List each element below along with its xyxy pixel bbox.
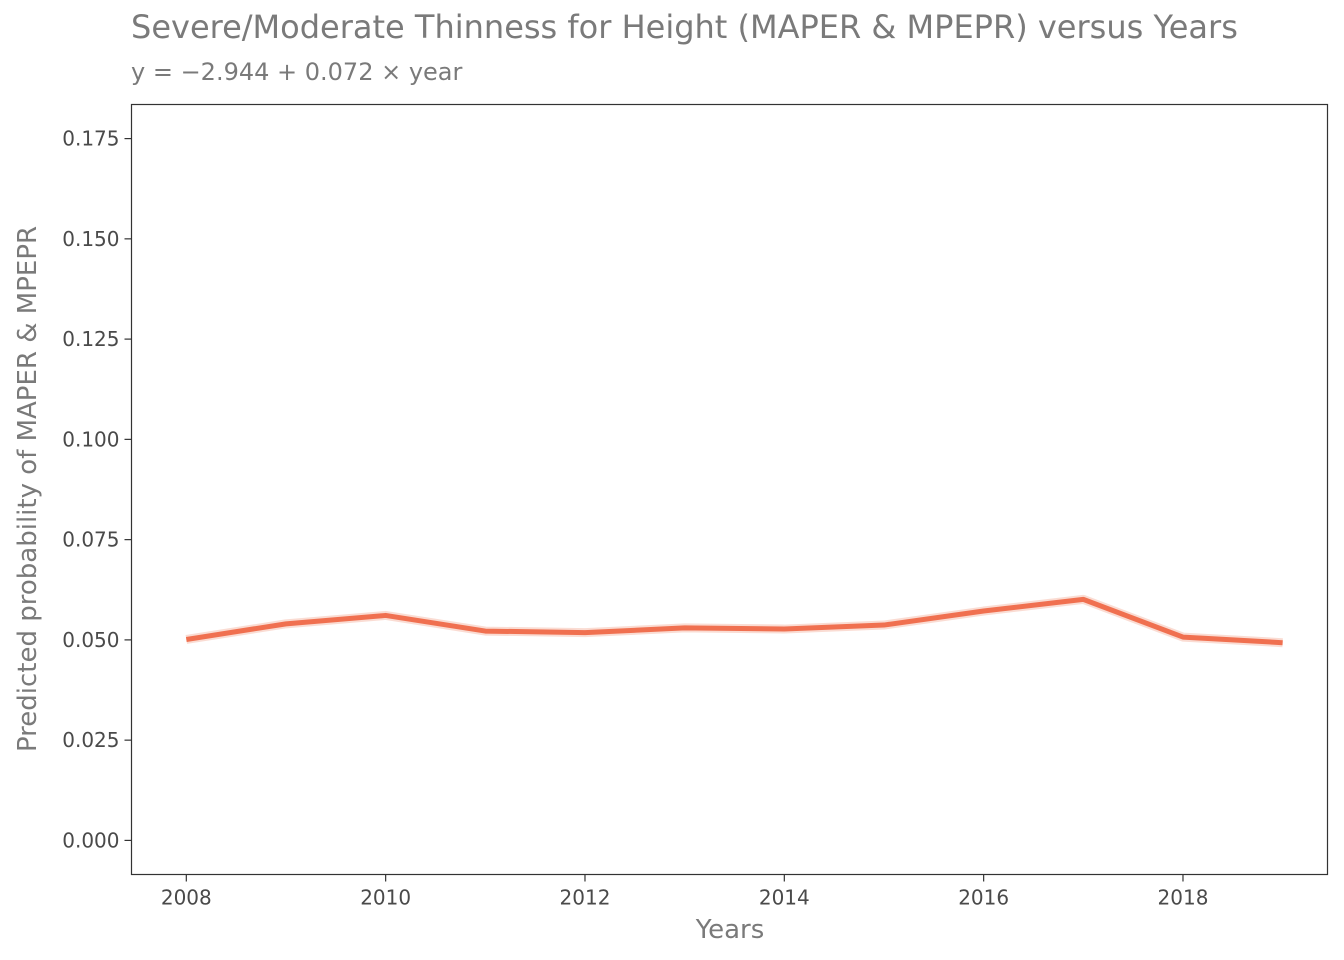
x-axis-title: Years [695, 915, 765, 945]
x-tick-label: 2018 [1158, 886, 1209, 910]
y-tick-label: 0.100 [62, 427, 119, 451]
y-tick-label: 0.075 [62, 528, 119, 552]
series-layer [185, 594, 1283, 648]
y-axis: 0.000 0.025 0.050 0.075 0.100 0.125 0.150 0.175 [62, 127, 132, 852]
y-tick-label: 0.000 [62, 828, 119, 852]
x-tick-label: 2016 [958, 886, 1009, 910]
y-tick-label: 0.050 [62, 628, 119, 652]
chart-subtitle: y = −2.944 + 0.072 × year [131, 58, 463, 86]
x-tick-label: 2008 [161, 886, 212, 910]
y-tick-label: 0.175 [62, 127, 119, 151]
plot-panel [130, 103, 1329, 876]
y-tick-label: 0.125 [62, 327, 119, 351]
x-tick-label: 2010 [360, 886, 411, 910]
chart-title: Severe/Moderate Thinness for Height (MAP… [131, 8, 1238, 46]
series-line [185, 596, 1283, 646]
y-axis-title: Predicted probability of MAPER & MPEPR [13, 226, 43, 752]
x-axis: 2008 2010 2012 2014 2016 2018 [161, 874, 1209, 910]
x-tick-label: 2014 [759, 886, 810, 910]
x-tick-label: 2012 [560, 886, 611, 910]
y-tick-label: 0.150 [62, 227, 119, 251]
y-tick-label: 0.025 [62, 728, 119, 752]
